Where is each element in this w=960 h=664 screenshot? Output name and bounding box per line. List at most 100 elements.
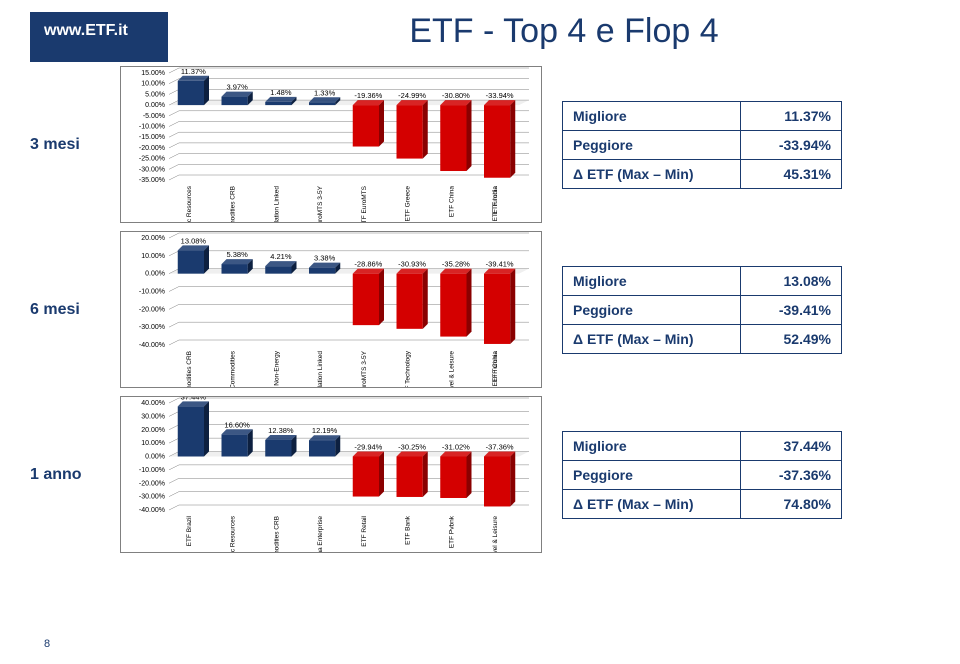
category-label: ETF Pvbnk	[448, 515, 455, 548]
category-label: ETF Bank	[405, 515, 412, 545]
chart-bar	[397, 457, 423, 497]
chart-bar	[353, 274, 379, 325]
chart-bar	[309, 268, 335, 274]
logo-box: www.ETF.it	[30, 12, 168, 62]
svg-text:15.00%: 15.00%	[141, 70, 165, 77]
category-label: ETF China Enterprise	[317, 516, 324, 552]
bar-chart: -35.00%-30.00%-25.00%-20.00%-15.00%-10.0…	[121, 67, 541, 222]
stat-label: Peggiore	[563, 130, 741, 159]
svg-text:20.00%: 20.00%	[141, 427, 165, 434]
bar-value-label: 4.21%	[270, 252, 292, 261]
svg-text:-10.00%: -10.00%	[139, 124, 165, 131]
stat-label: Migliore	[563, 101, 741, 130]
bar-value-label: 3.97%	[226, 83, 248, 92]
bar-value-label: 37.44%	[181, 397, 207, 401]
svg-text:0.00%: 0.00%	[145, 271, 165, 278]
table-row: Migliore37.44%	[563, 431, 842, 460]
page-title: ETF - Top 4 e Flop 4	[198, 12, 930, 51]
stat-value: 45.31%	[741, 159, 842, 188]
bar-value-label: 1.48%	[270, 88, 292, 97]
category-label: ETF Commodities CRB	[273, 516, 280, 552]
svg-text:-40.00%: -40.00%	[139, 507, 165, 514]
bar-chart: -40.00%-30.00%-20.00%-10.00%0.00%10.00%2…	[121, 232, 541, 387]
table-row: Peggiore-37.36%	[563, 460, 842, 489]
stat-value: 13.08%	[741, 266, 842, 295]
chart-bar	[178, 250, 204, 273]
category-label: ETF Basic Resources	[230, 515, 237, 552]
category-label: ETF India	[492, 186, 499, 215]
period-label: 1 anno	[30, 466, 100, 484]
svg-text:10.00%: 10.00%	[141, 253, 165, 260]
table-row: Migliore11.37%	[563, 101, 842, 130]
category-label: ETF EuroMTS	[361, 185, 368, 222]
table-row: Δ ETF (Max – Min)45.31%	[563, 159, 842, 188]
period-label: 6 mesi	[30, 301, 100, 319]
svg-text:-30.00%: -30.00%	[139, 494, 165, 501]
chart-bar	[440, 274, 466, 337]
svg-text:-40.00%: -40.00%	[139, 342, 165, 349]
chart-bar	[484, 274, 510, 344]
chart-bar	[222, 434, 248, 456]
table-row: Δ ETF (Max – Min)52.49%	[563, 324, 842, 353]
bar-value-label: -28.86%	[354, 260, 382, 269]
chart-bar	[265, 102, 291, 105]
stats-table: Migliore11.37%Peggiore-33.94%Δ ETF (Max …	[562, 101, 842, 189]
stat-label: Δ ETF (Max – Min)	[563, 489, 741, 518]
bar-value-label: 12.19%	[312, 426, 338, 435]
chart-bar	[309, 440, 335, 456]
svg-text:-15.00%: -15.00%	[139, 134, 165, 141]
chart-box: -40.00%-30.00%-20.00%-10.00%0.00%10.00%2…	[120, 396, 542, 553]
category-label: ETF China	[448, 186, 455, 217]
table-row: Δ ETF (Max – Min)74.80%	[563, 489, 842, 518]
chart-bar	[178, 406, 204, 456]
chart-bar	[397, 105, 423, 158]
table-row: Peggiore-33.94%	[563, 130, 842, 159]
stats-table: Migliore13.08%Peggiore-39.41%Δ ETF (Max …	[562, 266, 842, 354]
category-label: ETF Inflation Linked	[317, 351, 324, 387]
section-row: 3 mesi-35.00%-30.00%-25.00%-20.00%-15.00…	[0, 62, 960, 227]
table-row: Peggiore-39.41%	[563, 295, 842, 324]
chart-bar	[222, 264, 248, 274]
stats-table: Migliore37.44%Peggiore-37.36%Δ ETF (Max …	[562, 431, 842, 519]
bar-value-label: -30.93%	[398, 260, 426, 269]
bar-chart: -40.00%-30.00%-20.00%-10.00%0.00%10.00%2…	[121, 397, 541, 552]
bar-value-label: -31.02%	[442, 443, 470, 452]
section-row: 1 anno -40.00% -30.00% -20.00% -10.00% 0.00% 1…	[0, 392, 960, 557]
svg-text:-35.00%: -35.00%	[139, 177, 165, 184]
bar-value-label: 5.38%	[226, 250, 248, 259]
chart-bar	[178, 81, 204, 105]
chart-bar	[222, 97, 248, 105]
bar-value-label: 3.38%	[314, 254, 336, 263]
svg-text:-10.00%: -10.00%	[139, 467, 165, 474]
stat-value: 37.44%	[741, 431, 842, 460]
svg-text:40.00%: 40.00%	[141, 400, 165, 407]
bar-value-label: -39.41%	[486, 260, 514, 269]
category-label: ETF Basic Resources	[186, 185, 193, 222]
stat-label: Δ ETF (Max – Min)	[563, 324, 741, 353]
svg-text:0.00%: 0.00%	[145, 454, 165, 461]
category-label: ETF EuroMTS 3-5Y	[361, 350, 368, 387]
bar-value-label: -35.28%	[442, 260, 470, 269]
chart-box: -35.00%-30.00%-25.00%-20.00%-15.00%-10.0…	[120, 66, 542, 223]
chart-bar	[353, 457, 379, 497]
stat-label: Migliore	[563, 431, 741, 460]
logo-text: www.ETF.it	[44, 22, 128, 40]
svg-text:-20.00%: -20.00%	[139, 145, 165, 152]
stat-label: Δ ETF (Max – Min)	[563, 159, 741, 188]
bar-value-label: -24.99%	[398, 91, 426, 100]
svg-text:-20.00%: -20.00%	[139, 306, 165, 313]
stat-label: Peggiore	[563, 295, 741, 324]
svg-text:-20.00%: -20.00%	[139, 480, 165, 487]
stat-label: Migliore	[563, 266, 741, 295]
svg-text:20.00%: 20.00%	[141, 235, 165, 242]
category-label: ETF Technology	[405, 350, 412, 387]
category-label: ETF Travel & Leisure	[448, 351, 455, 387]
stat-value: 74.80%	[741, 489, 842, 518]
bar-value-label: 12.38%	[268, 426, 294, 435]
stat-value: 52.49%	[741, 324, 842, 353]
category-label: ETF Commodities CRB	[186, 351, 193, 387]
category-label: ETF Commodities	[230, 350, 237, 387]
bar-value-label: 1.33%	[314, 88, 336, 97]
section-row: 6 mesi-40.00%-30.00%-20.00%-10.00%0.00%1…	[0, 227, 960, 392]
bar-value-label: -30.80%	[442, 91, 470, 100]
